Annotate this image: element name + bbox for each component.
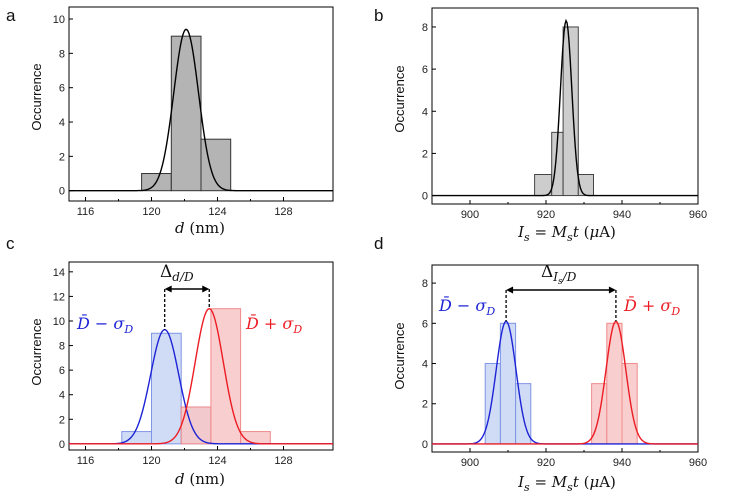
x-tick-label: 124: [208, 455, 226, 467]
y-tick-label: 6: [422, 64, 428, 76]
x-tick-label: 960: [689, 209, 707, 221]
y-tick-label: 8: [422, 278, 428, 290]
plot-frame: [68, 261, 334, 451]
y-tick-label: 8: [59, 341, 65, 353]
y-tick-label: 8: [59, 48, 65, 60]
plot-frame: [68, 6, 334, 202]
histogram-bar: [121, 431, 153, 445]
y-tick-label: 0: [59, 186, 65, 198]
plot-frame: [431, 264, 699, 453]
x-tick-label: 900: [461, 209, 479, 221]
gaussian-fit-curve: [432, 320, 698, 445]
legend-c-minus: D̄ − σD: [76, 312, 133, 336]
histogram-bar: [606, 322, 623, 445]
y-tick-label: 10: [53, 316, 65, 328]
x-tick-label: 124: [208, 206, 226, 218]
delta-arrowhead-right: [202, 285, 210, 293]
y-tick-label: 2: [59, 151, 65, 163]
legend-d-minus: D̄ − σD: [438, 294, 495, 318]
xlabel-b: Is = Mst (μA): [517, 223, 616, 244]
histogram-bar: [151, 332, 182, 445]
histogram-bar: [484, 363, 501, 445]
y-tick-label: 0: [422, 439, 428, 451]
x-tick-label: 116: [77, 206, 95, 218]
delta-arrowhead-left: [164, 285, 172, 293]
panel-letter-d: d: [374, 234, 383, 253]
y-tick-label: 6: [59, 365, 65, 377]
y-tick-label: 4: [422, 106, 428, 118]
plot-frame: [431, 7, 699, 205]
gaussian-fit-curve: [69, 307, 333, 445]
histogram-bar: [621, 363, 638, 445]
panel-b-chart: 0 2 4 6 8 900 920 940 960: [422, 7, 707, 221]
x-tick-label: 128: [274, 455, 292, 467]
legend-c-plus: D̄ + σD: [245, 312, 302, 336]
histogram-bar: [170, 35, 202, 192]
x-tick-label: 920: [537, 457, 555, 469]
delta-label-c: Δd/D: [160, 262, 194, 284]
y-tick-label: 0: [59, 439, 65, 451]
gaussian-fit-curve: [432, 18, 698, 197]
y-tick-label: 2: [422, 399, 428, 411]
y-tick-label: 12: [53, 291, 65, 303]
gaussian-fit-curve: [432, 320, 698, 445]
delta-arrowhead-right: [608, 286, 616, 294]
y-tick-label: 4: [59, 390, 65, 402]
panel-letter-a: a: [6, 6, 16, 25]
y-tick-label: 0: [422, 191, 428, 203]
ylabel-b: Occurrence: [392, 65, 407, 132]
y-tick-label: 8: [422, 22, 428, 34]
x-tick-label: 120: [142, 206, 160, 218]
xlabel-d: Is = Mst (μA): [517, 473, 616, 491]
y-tick-label: 4: [59, 117, 65, 129]
panel-d-chart: 0 2 4 6 8 900 920 940 960: [422, 264, 707, 469]
histogram-bar: [577, 173, 594, 197]
ylabel-d: Occurrence: [392, 322, 407, 389]
ylabel-c: Occurrence: [29, 318, 44, 385]
x-tick-label: 120: [142, 455, 160, 467]
xlabel-c: d (nm): [175, 470, 225, 488]
y-tick-label: 2: [422, 148, 428, 160]
delta-label-d: ΔIs/D: [541, 262, 577, 287]
delta-arrowhead-left: [506, 286, 514, 294]
panel-letter-c: c: [6, 234, 15, 253]
x-tick-label: 900: [461, 457, 479, 469]
xlabel-a: d (nm): [175, 219, 225, 237]
gaussian-fit-curve: [69, 28, 333, 192]
histogram-bar: [499, 322, 517, 445]
y-tick-label: 14: [53, 267, 65, 279]
panel-letter-b: b: [374, 6, 383, 25]
x-tick-label: 940: [613, 209, 631, 221]
y-tick-label: 6: [59, 83, 65, 95]
y-tick-label: 6: [422, 318, 428, 330]
legend-d-plus: D̄ + σD: [623, 294, 680, 318]
panel-a-chart: 0 2 4 6 8 10 116 120 124 128: [53, 6, 334, 218]
x-tick-label: 128: [274, 206, 292, 218]
y-tick-label: 4: [422, 359, 428, 371]
panel-c-chart: 0 2 4 6 8 10 12 14 116 120 124 128: [53, 261, 334, 467]
x-tick-label: 940: [613, 457, 631, 469]
ylabel-a: Occurrence: [29, 63, 44, 130]
x-tick-label: 960: [689, 457, 707, 469]
histogram-bar: [562, 26, 579, 197]
x-tick-label: 116: [77, 455, 95, 467]
y-tick-label: 10: [53, 14, 65, 26]
x-tick-label: 920: [537, 209, 555, 221]
y-tick-label: 2: [59, 414, 65, 426]
